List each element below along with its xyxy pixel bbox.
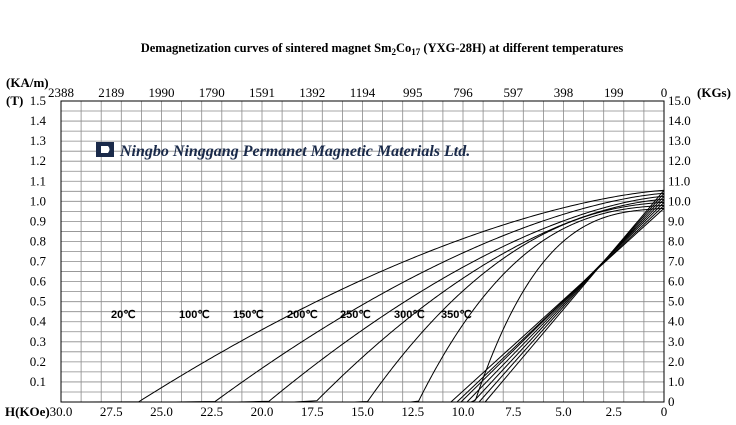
x-tick-label-koe: 27.5 bbox=[100, 404, 123, 419]
y-tick-label-t: 1.0 bbox=[30, 193, 46, 208]
x-tick-label-kam: 2388 bbox=[48, 85, 74, 100]
y-tick-label-kgs: 3.0 bbox=[668, 334, 684, 349]
x-tick-label-koe: 17.5 bbox=[301, 404, 324, 419]
b-line bbox=[478, 192, 665, 403]
y-tick-label-t: 1.2 bbox=[30, 153, 46, 168]
x-tick-label-koe: 22.5 bbox=[200, 404, 223, 419]
y-tick-label-kgs: 2.0 bbox=[668, 354, 684, 369]
x-tick-label-koe: 20.0 bbox=[251, 404, 274, 419]
y-tick-label-kgs: 14.0 bbox=[668, 113, 691, 128]
right-axis-unit: (KGs) bbox=[697, 85, 731, 100]
x-tick-label-koe: 2.5 bbox=[606, 404, 622, 419]
temperature-label: 100℃ bbox=[179, 309, 210, 321]
curve-250 bbox=[354, 201, 665, 403]
y-tick-label-kgs: 12.0 bbox=[668, 153, 691, 168]
y-tick-label-t: 0.6 bbox=[30, 274, 47, 289]
chart-title-main: Demagnetization curves of sintered magne… bbox=[141, 41, 392, 55]
chart-title: Demagnetization curves of sintered magne… bbox=[141, 41, 624, 57]
b-line bbox=[472, 195, 665, 403]
y-tick-label-t: 1.4 bbox=[30, 113, 47, 128]
x-tick-label-kam: 1990 bbox=[149, 85, 175, 100]
x-tick-label-kam: 398 bbox=[554, 85, 574, 100]
y-tick-label-kgs: 15.0 bbox=[668, 93, 691, 108]
y-tick-label-kgs: 9.0 bbox=[668, 213, 684, 228]
temperature-labels: 20℃ 100℃ 150℃ 200℃ 250℃ 300℃ 350℃ bbox=[111, 309, 472, 321]
y-tick-label-t: 0.4 bbox=[30, 314, 47, 329]
x-tick-label-kam: 199 bbox=[604, 85, 624, 100]
x-tick-label-koe: 7.5 bbox=[505, 404, 521, 419]
chart-title-sub-17: 17 bbox=[411, 47, 421, 57]
b-lines bbox=[450, 189, 665, 403]
y-tick-label-t: 0.7 bbox=[30, 254, 47, 269]
x-tick-label-kam: 1194 bbox=[350, 85, 376, 100]
x-tick-label-koe: 15.0 bbox=[351, 404, 374, 419]
b-line bbox=[466, 198, 665, 403]
x-tick-label-koe: 0 bbox=[661, 404, 668, 419]
y-tick-label-t: 1.1 bbox=[30, 173, 46, 188]
temperature-label: 20℃ bbox=[111, 309, 136, 321]
y-tick-label-kgs: 0 bbox=[668, 394, 675, 409]
tick-labels: 30.0 27.5 25.0 22.5 20.0 17.5 15.0 12.5 10.0 7.5 5… bbox=[30, 85, 691, 419]
curve-300 bbox=[410, 204, 665, 403]
y-tick-label-t: 1.3 bbox=[30, 133, 46, 148]
x-tick-label-kam: 0 bbox=[661, 85, 668, 100]
y-tick-label-t: 0.1 bbox=[30, 374, 46, 389]
temperature-label: 300℃ bbox=[394, 309, 425, 321]
y-tick-label-kgs: 10.0 bbox=[668, 193, 691, 208]
y-tick-label-kgs: 8.0 bbox=[668, 233, 684, 248]
curve-20 bbox=[85, 189, 665, 403]
x-tick-label-kam: 2189 bbox=[98, 85, 124, 100]
x-tick-label-koe: 25.0 bbox=[150, 404, 173, 419]
x-tick-label-kam: 1591 bbox=[249, 85, 275, 100]
chart-title-co: Co bbox=[396, 41, 411, 55]
y-tick-label-t: 0.8 bbox=[30, 233, 46, 248]
top-axis-unit: (KA/m) bbox=[6, 75, 49, 90]
y-tick-label-kgs: 7.0 bbox=[668, 254, 684, 269]
chart-title-grade: (YXG-28H) at different temperatures bbox=[420, 41, 623, 55]
temperature-label: 150℃ bbox=[233, 309, 264, 321]
y-tick-label-t: 0.5 bbox=[30, 294, 46, 309]
y-tick-label-kgs: 6.0 bbox=[668, 274, 684, 289]
y-tick-label-kgs: 1.0 bbox=[668, 374, 684, 389]
watermark-text: Ningbo Ninggang Permanet Magnetic Materi… bbox=[119, 143, 470, 160]
x-tick-label-kam: 796 bbox=[453, 85, 473, 100]
b-line bbox=[456, 204, 665, 403]
y-tick-label-kgs: 13.0 bbox=[668, 133, 691, 148]
grid bbox=[60, 100, 665, 403]
y-tick-label-kgs: 11.0 bbox=[668, 173, 690, 188]
chart-title-sub-2: 2 bbox=[392, 47, 397, 57]
curve-150 bbox=[237, 195, 665, 403]
x-tick-label-kam: 1392 bbox=[299, 85, 325, 100]
x-tick-label-kam: 995 bbox=[403, 85, 423, 100]
company-logo-mark bbox=[101, 146, 110, 153]
x-tick-label-koe: 12.5 bbox=[401, 404, 424, 419]
x-tick-label-koe: 30.0 bbox=[50, 404, 73, 419]
x-tick-label-kam: 1790 bbox=[199, 85, 225, 100]
curve-100 bbox=[175, 192, 665, 403]
y-tick-label-t: 0.9 bbox=[30, 213, 46, 228]
b-line bbox=[484, 189, 665, 403]
temperature-label: 250℃ bbox=[340, 309, 371, 321]
x-tick-label-koe: 10.0 bbox=[452, 404, 475, 419]
left-axis-unit: (T) bbox=[6, 93, 23, 108]
curve-200 bbox=[294, 198, 665, 403]
b-line bbox=[450, 207, 665, 403]
temperature-label: 350℃ bbox=[441, 309, 472, 321]
y-tick-label-t: 1.5 bbox=[30, 93, 46, 108]
curves bbox=[85, 189, 665, 403]
y-tick-label-kgs: 4.0 bbox=[668, 314, 684, 329]
x-tick-label-kam: 597 bbox=[504, 85, 524, 100]
y-tick-label-t: 0.3 bbox=[30, 334, 46, 349]
curve-350 bbox=[470, 207, 665, 403]
y-tick-label-kgs: 5.0 bbox=[668, 294, 684, 309]
y-tick-label-t: 0.2 bbox=[30, 354, 46, 369]
x-tick-label-koe: 5.0 bbox=[555, 404, 571, 419]
company-watermark: Ningbo Ninggang Permanet Magnetic Materi… bbox=[96, 142, 470, 160]
bottom-axis-unit: H(KOe) bbox=[5, 404, 50, 419]
temperature-label: 200℃ bbox=[287, 309, 318, 321]
